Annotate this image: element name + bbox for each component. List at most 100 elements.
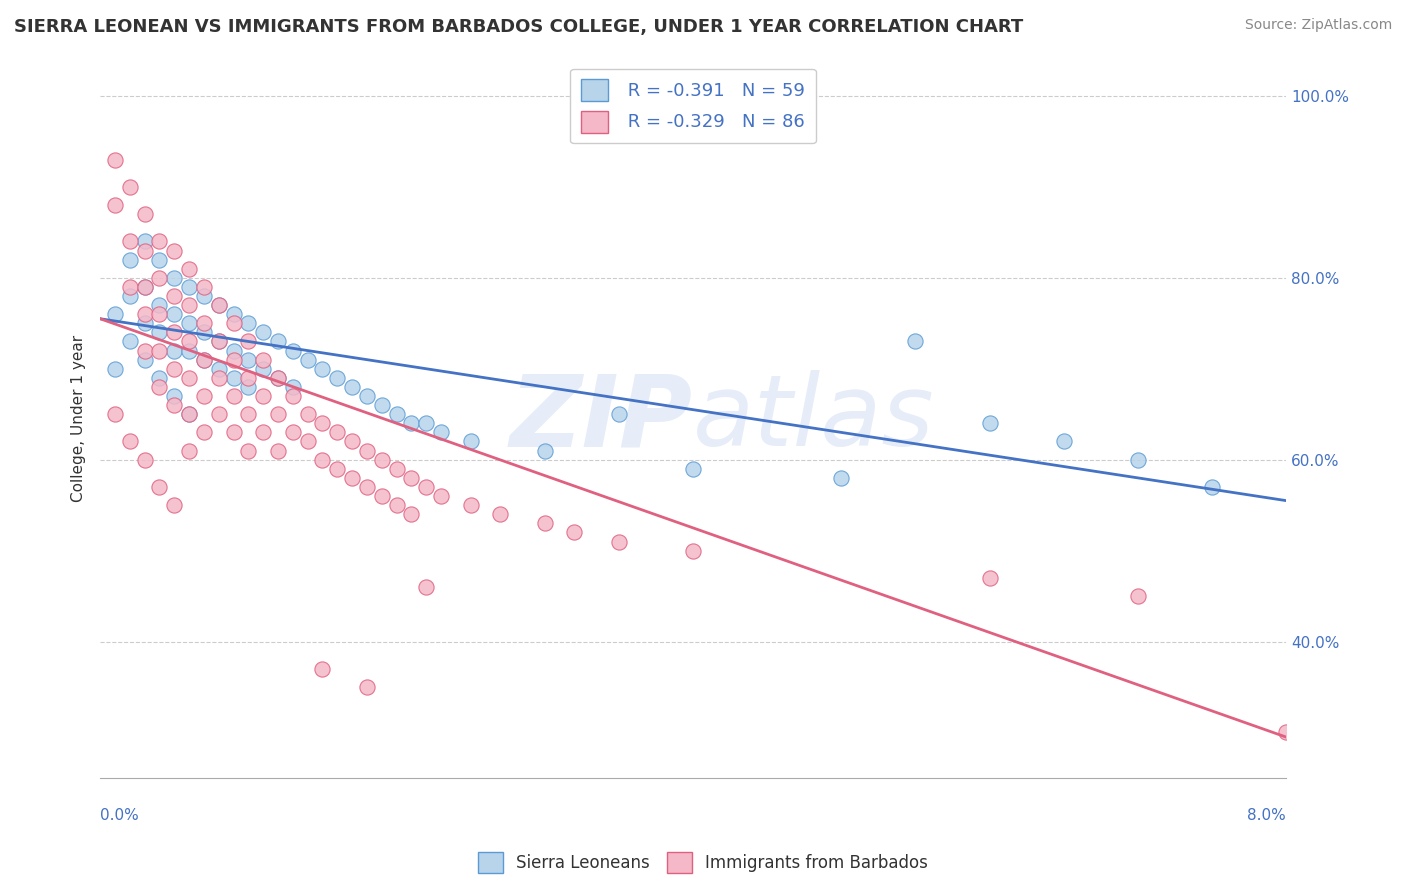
Point (371, 398, 394, 412)
Y-axis label: College, Under 1 year: College, Under 1 year (72, 335, 86, 502)
Point (1275, 725, 1298, 739)
Point (267, 334, 290, 349)
Point (564, 525, 586, 540)
Point (238, 380, 260, 394)
Point (385, 407, 408, 421)
Point (356, 389, 378, 403)
Point (118, 180, 141, 194)
Point (401, 507, 423, 521)
Point (430, 489, 453, 503)
Point (267, 407, 290, 421)
Point (177, 407, 200, 421)
Point (208, 371, 231, 385)
Point (134, 280, 156, 294)
Point (252, 361, 274, 376)
Point (148, 480, 170, 494)
Point (208, 334, 231, 349)
Point (134, 352, 156, 367)
Point (356, 443, 378, 458)
Point (371, 489, 394, 503)
Point (401, 417, 423, 431)
Point (682, 543, 704, 558)
Point (252, 352, 274, 367)
Point (177, 371, 200, 385)
Point (208, 298, 231, 312)
Point (430, 425, 453, 440)
Point (252, 425, 274, 440)
Point (163, 270, 186, 285)
Point (134, 280, 156, 294)
Point (267, 443, 290, 458)
Point (415, 580, 437, 594)
Point (163, 326, 186, 340)
Point (208, 361, 231, 376)
Point (1201, 480, 1223, 494)
Point (163, 398, 186, 412)
Point (118, 434, 141, 449)
Point (326, 425, 349, 440)
Point (830, 471, 852, 485)
Point (104, 307, 127, 321)
Point (979, 571, 1001, 585)
Point (297, 352, 319, 367)
Point (104, 198, 127, 212)
Point (222, 343, 245, 358)
Point (281, 425, 304, 440)
Point (193, 326, 215, 340)
Point (326, 462, 349, 476)
Point (607, 534, 630, 549)
Point (163, 361, 186, 376)
Point (177, 316, 200, 330)
Point (371, 452, 394, 467)
Point (134, 244, 156, 258)
Point (222, 389, 245, 403)
Legend: Sierra Leoneans, Immigrants from Barbados: Sierra Leoneans, Immigrants from Barbado… (471, 846, 935, 880)
Point (460, 498, 482, 512)
Point (134, 307, 156, 321)
Point (118, 252, 141, 267)
Point (118, 289, 141, 303)
Point (193, 389, 215, 403)
Point (208, 334, 231, 349)
Point (148, 270, 170, 285)
Point (148, 326, 170, 340)
Point (222, 352, 245, 367)
Point (148, 343, 170, 358)
Point (904, 334, 927, 349)
Point (193, 352, 215, 367)
Point (311, 662, 333, 676)
Point (222, 371, 245, 385)
Point (340, 380, 363, 394)
Point (297, 407, 319, 421)
Point (238, 352, 260, 367)
Point (148, 298, 170, 312)
Point (415, 480, 437, 494)
Point (1052, 434, 1074, 449)
Point (281, 380, 304, 394)
Point (148, 380, 170, 394)
Point (222, 425, 245, 440)
Point (148, 252, 170, 267)
Point (134, 316, 156, 330)
Point (177, 280, 200, 294)
Point (238, 316, 260, 330)
Point (193, 316, 215, 330)
Point (281, 389, 304, 403)
Point (163, 289, 186, 303)
Point (385, 498, 408, 512)
Point (533, 516, 555, 531)
Point (208, 298, 231, 312)
Point (163, 498, 186, 512)
Point (118, 280, 141, 294)
Point (118, 334, 141, 349)
Point (385, 462, 408, 476)
Point (118, 235, 141, 249)
Point (252, 389, 274, 403)
Point (267, 371, 290, 385)
Point (267, 371, 290, 385)
Point (607, 407, 630, 421)
Point (208, 407, 231, 421)
Point (134, 452, 156, 467)
Point (311, 452, 333, 467)
Point (177, 407, 200, 421)
